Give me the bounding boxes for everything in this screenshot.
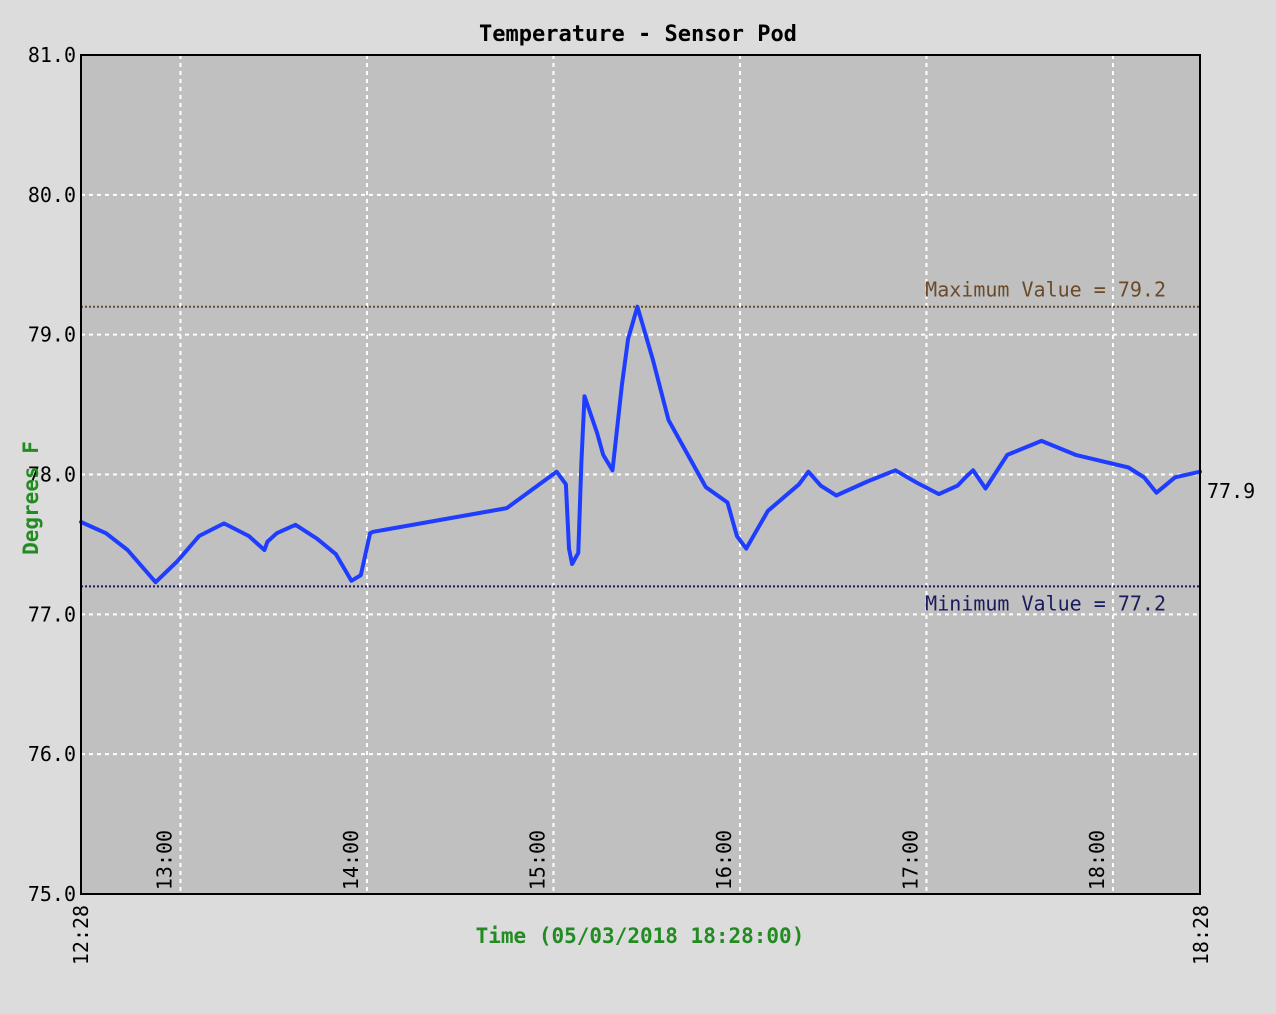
x-end-label: 18:28 xyxy=(1189,905,1213,965)
x-tick-label: 18:00 xyxy=(1085,830,1109,890)
reference-line-label: Maximum Value = 79.2 xyxy=(925,278,1166,302)
series-line xyxy=(79,304,1202,585)
plot-area xyxy=(81,55,1200,894)
y-tick-label: 79.0 xyxy=(28,323,76,347)
gridlines xyxy=(81,55,1200,894)
y-tick-label: 75.0 xyxy=(28,882,76,906)
x-tick-label: 13:00 xyxy=(152,830,176,890)
series-group xyxy=(79,304,1202,585)
y-axis-ticks: 81.0 80.0 79.0 78.0 77.0 76.0 75.0 xyxy=(28,43,76,906)
reference-line-label: Minimum Value = 77.2 xyxy=(925,591,1166,615)
plot-border xyxy=(80,54,1201,895)
y-axis-label: Degrees F xyxy=(19,441,43,555)
x-tick-label: 16:00 xyxy=(712,830,736,890)
y-tick-label: 80.0 xyxy=(28,183,76,207)
x-tick-label: 14:00 xyxy=(339,830,363,890)
x-tick-label: 15:00 xyxy=(525,830,549,890)
current-value-label: 77.9 xyxy=(1207,479,1255,503)
y-tick-label: 78.0 xyxy=(28,463,76,487)
x-start-label: 12:28 xyxy=(69,905,93,965)
reference-lines: Maximum Value = 79.2 Minimum Value = 77.2 xyxy=(81,278,1200,615)
x-axis-label: Time (05/03/2018 18:28:00) xyxy=(476,924,805,948)
x-tick-label: 17:00 xyxy=(898,830,922,890)
y-tick-label: 81.0 xyxy=(28,43,76,67)
y-tick-label: 77.0 xyxy=(28,602,76,626)
x-axis-ticks: 13:00 14:00 15:00 16:00 17:00 18:00 xyxy=(152,830,1109,890)
chart-title: Temperature - Sensor Pod xyxy=(479,22,797,47)
y-tick-label: 76.0 xyxy=(28,742,76,766)
